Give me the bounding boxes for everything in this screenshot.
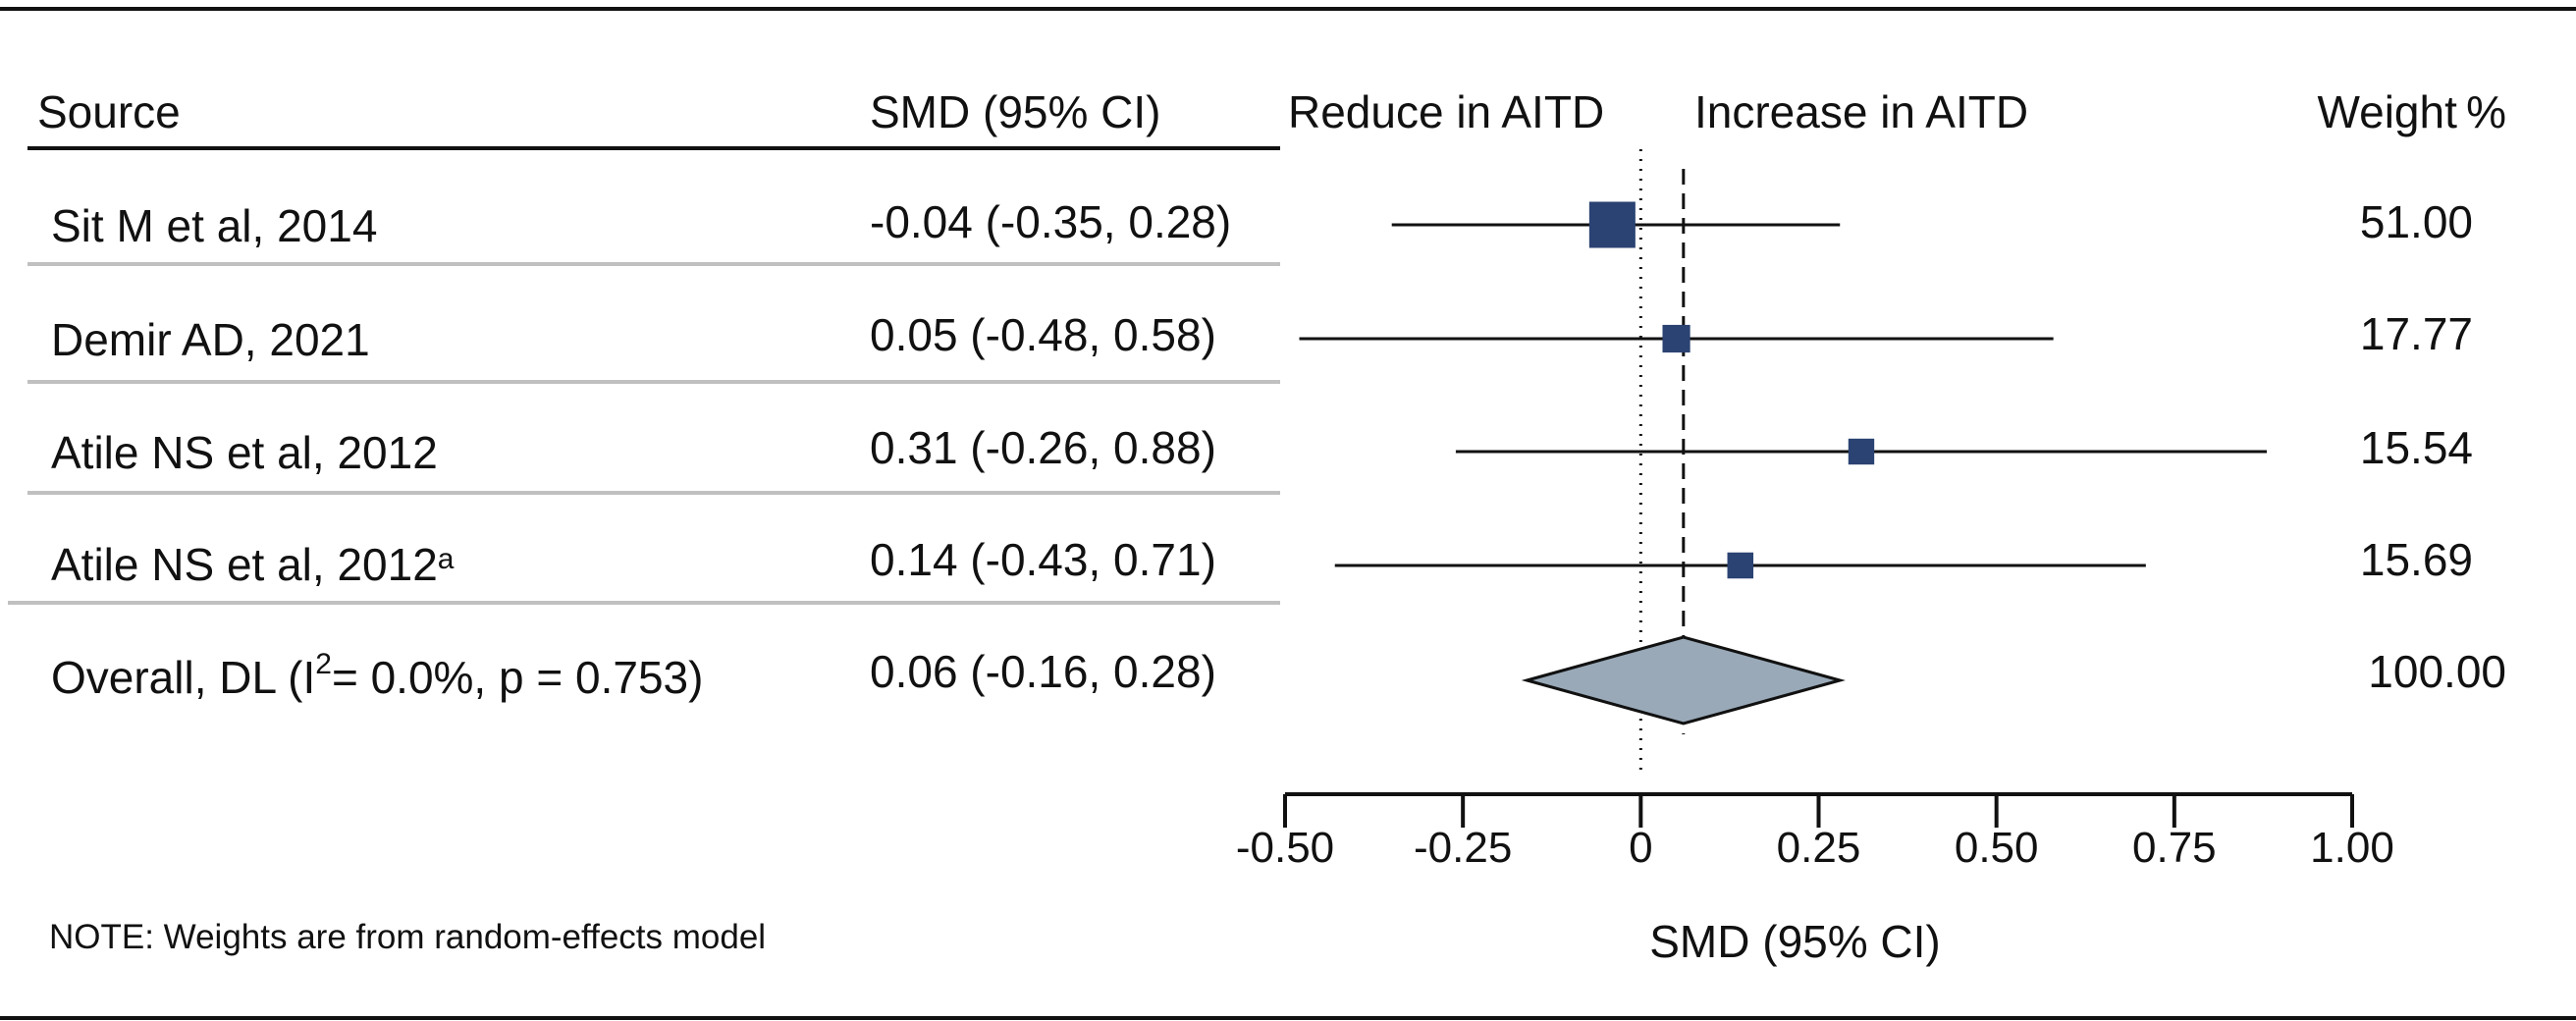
study-ci-text: 0.14 (-0.43, 0.71) bbox=[870, 534, 1216, 585]
x-axis-tick-label: -0.25 bbox=[1414, 824, 1512, 872]
header-source: Source bbox=[37, 86, 181, 137]
study-source: Atile NS et al, 2012a bbox=[51, 539, 455, 590]
study-source-label: Atile NS et al, 2012 bbox=[51, 539, 438, 590]
overall-label: Overall, DL (I2= 0.0%, p = 0.753) bbox=[51, 648, 703, 703]
x-axis-tick-label: 0 bbox=[1629, 824, 1652, 872]
study-ci-text: -0.04 (-0.35, 0.28) bbox=[870, 196, 1231, 247]
header-increase: Increase in AITD bbox=[1694, 86, 2028, 137]
x-axis-tick-label: 0.25 bbox=[1777, 824, 1861, 872]
study-source-superscript: a bbox=[438, 543, 455, 575]
x-axis-tick-label: 0.75 bbox=[2132, 824, 2217, 872]
study-ci-text: 0.31 (-0.26, 0.88) bbox=[870, 422, 1216, 473]
overall-weight: 100.00 bbox=[2368, 646, 2506, 697]
study-effect-marker bbox=[1662, 324, 1690, 353]
study-weight: 51.00 bbox=[2360, 196, 2473, 247]
header-weight: Weight % bbox=[2318, 86, 2506, 137]
study-source: Atile NS et al, 2012 bbox=[51, 427, 438, 478]
plot-marks: -0.50 -0.25 0 0.25 0.50 0.75 1.00 SMD (95% CI) bbox=[1236, 149, 2394, 967]
study-effect-marker bbox=[1588, 201, 1636, 248]
x-axis-tick-label: -0.50 bbox=[1236, 824, 1334, 872]
study-weight: 15.54 bbox=[2360, 422, 2473, 473]
overall-ci-text: 0.06 (-0.16, 0.28) bbox=[870, 646, 1216, 697]
study-source: Sit M et al, 2014 bbox=[51, 200, 377, 251]
x-axis-tick-label: 1.00 bbox=[2310, 824, 2394, 872]
study-source: Demir AD, 2021 bbox=[51, 314, 370, 365]
header-reduce: Reduce in AITD bbox=[1288, 86, 1604, 137]
study-weight: 15.69 bbox=[2360, 534, 2473, 585]
weights-note: NOTE: Weights are from random-effects mo… bbox=[49, 918, 766, 956]
study-weight: 17.77 bbox=[2360, 308, 2473, 359]
study-ci-text: 0.05 (-0.48, 0.58) bbox=[870, 309, 1216, 360]
overall-label-suffix: = 0.0%, p = 0.753) bbox=[332, 652, 704, 703]
study-effect-marker bbox=[1727, 552, 1754, 579]
x-axis-label: SMD (95% CI) bbox=[1649, 916, 1940, 967]
overall-label-sup: 2 bbox=[315, 648, 332, 680]
study-effect-marker bbox=[1848, 438, 1875, 465]
x-axis-tick-label: 0.50 bbox=[1955, 824, 2039, 872]
overall-diamond bbox=[1521, 635, 1846, 725]
overall-label-prefix: Overall, DL (I bbox=[51, 652, 315, 703]
header-effect: SMD (95% CI) bbox=[870, 86, 1160, 137]
